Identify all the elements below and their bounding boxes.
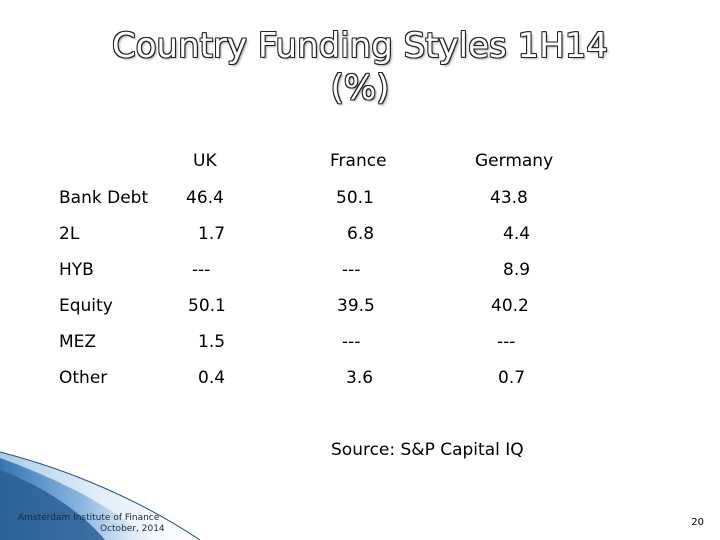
table-cell: --- [192,260,211,280]
row-label-hyb: HYB [59,260,94,280]
table-cell: 50.1 [336,188,374,208]
row-label-mez: MEZ [59,332,97,352]
page-number: 20 [691,517,704,528]
table-cell: 46.4 [186,188,224,208]
table-cell: --- [497,332,516,352]
column-header-germany: Germany [475,151,554,171]
table-cell: 4.4 [503,224,531,244]
table-cell: 40.2 [491,296,529,316]
row-label-other: Other [59,368,108,388]
table-cell: 8.9 [503,260,531,280]
table-cell: --- [342,332,361,352]
row-label-2l: 2L [59,224,80,244]
footer-organization: Amsterdam Institute of Finance [18,513,160,523]
table-cell: 39.5 [337,296,375,316]
row-label-bank-debt: Bank Debt [59,188,149,208]
source-note: Source: S&P Capital IQ [331,440,524,460]
table-cell: 6.8 [347,224,375,244]
table-cell: --- [342,260,361,280]
slide-title-unit: (%) [330,68,390,108]
column-header-france: France [330,151,387,171]
table-cell: 0.4 [198,368,226,388]
table-cell: 3.6 [346,368,374,388]
table-cell: 1.7 [198,224,226,244]
row-label-equity: Equity [59,296,113,316]
column-header-uk: UK [193,151,217,171]
table-cell: 43.8 [490,188,528,208]
footer-date: October, 2014 [100,524,165,534]
table-cell: 1.5 [198,332,226,352]
table-cell: 0.7 [498,368,526,388]
table-cell: 50.1 [188,296,226,316]
slide-title: Country Funding Styles 1H14 [111,26,609,66]
